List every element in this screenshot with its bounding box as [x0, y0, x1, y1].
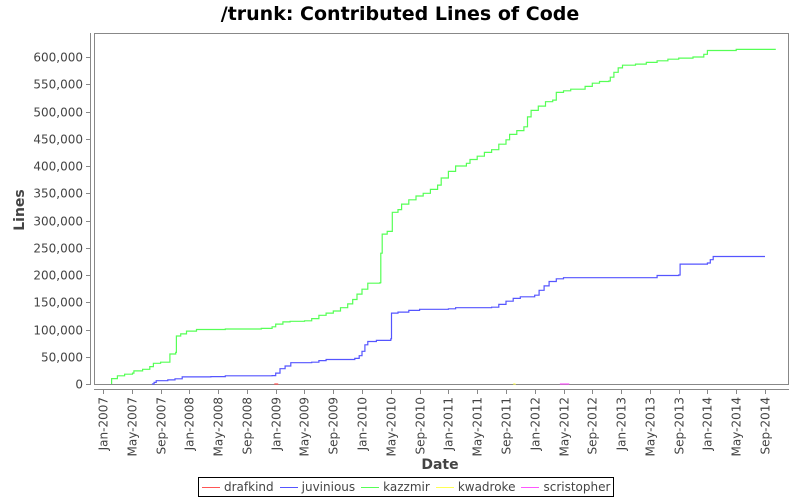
- x-tick-label: Sep-2007: [155, 397, 169, 455]
- x-tick-label: May-2008: [212, 397, 226, 456]
- y-tick-label: 350,000: [33, 187, 83, 201]
- x-tick-label: May-2009: [298, 397, 312, 456]
- legend-swatch-icon: [521, 486, 540, 488]
- legend-swatch-icon: [279, 486, 298, 488]
- legend-label: kazzmir: [383, 480, 430, 494]
- y-tick-label: 50,000: [41, 351, 83, 365]
- legend: drafkind juvinious kazzmir kwadroke scri…: [198, 477, 615, 497]
- series-lines: [111, 48, 776, 385]
- x-tick-label: May-2010: [385, 397, 399, 456]
- y-tick-label: 300,000: [33, 215, 83, 229]
- legend-swatch-icon: [435, 486, 454, 488]
- x-axis-label: Date: [421, 457, 458, 473]
- y-tick-label: 0: [75, 378, 83, 392]
- x-tick-label: Jan-2010: [356, 397, 370, 451]
- x-tick-label: Jan-2011: [442, 397, 456, 451]
- x-tick-label: Jan-2007: [97, 397, 111, 451]
- x-tick-label: Sep-2010: [414, 397, 428, 455]
- x-tick-label: Sep-2008: [241, 397, 255, 455]
- legend-label: scristopher: [543, 480, 611, 494]
- y-tick-label: 450,000: [33, 133, 83, 147]
- plot-area: [94, 33, 789, 385]
- x-tick-label: Sep-2014: [759, 397, 773, 455]
- x-tick-label: Sep-2012: [586, 397, 600, 455]
- x-tick-label: Sep-2009: [327, 397, 341, 455]
- x-tick-label: Jan-2013: [615, 397, 629, 451]
- y-tick-label: 100,000: [33, 324, 83, 338]
- series-line-juvinious: [151, 255, 765, 385]
- y-tick-label: 250,000: [33, 242, 83, 256]
- y-tick-label: 200,000: [33, 269, 83, 283]
- legend-label: juvinious: [301, 480, 356, 494]
- legend-item-juvinious: juvinious: [279, 480, 356, 494]
- legend-label: drafkind: [224, 480, 274, 494]
- legend-swatch-icon: [202, 486, 220, 488]
- chart-title: /trunk: Contributed Lines of Code: [221, 3, 579, 25]
- legend-item-kazzmir: kazzmir: [361, 480, 430, 494]
- x-tick-label: Jan-2009: [270, 397, 284, 451]
- x-tick-label: May-2007: [126, 397, 140, 456]
- legend-item-kwadroke: kwadroke: [435, 480, 516, 494]
- y-tick-label: 400,000: [33, 160, 83, 174]
- x-tick-label: Jan-2014: [701, 397, 715, 451]
- x-tick-label: Sep-2011: [500, 397, 514, 455]
- x-tick-label: Sep-2013: [673, 397, 687, 455]
- x-axis-ticks: Jan-2007 May-2007 Sep-2007 Jan-2008 May-2008…: [97, 390, 773, 456]
- x-tick-label: Jan-2008: [183, 397, 197, 451]
- x-tick-label: May-2012: [558, 397, 572, 456]
- x-tick-label: May-2013: [644, 397, 658, 456]
- x-tick-label: Jan-2012: [529, 397, 543, 451]
- x-tick-label: May-2011: [471, 397, 485, 456]
- y-tick-label: 150,000: [33, 296, 83, 310]
- legend-item-drafkind: drafkind: [202, 480, 274, 494]
- legend-item-scristopher: scristopher: [521, 480, 610, 494]
- y-axis-label: Lines: [12, 189, 28, 231]
- y-axis-ticks: 0 50,000 100,000 150,000 200,000 250,000 300,0…: [33, 51, 90, 392]
- y-tick-label: 550,000: [33, 78, 83, 92]
- legend-label: kwadroke: [457, 480, 516, 494]
- y-tick-label: 500,000: [33, 106, 83, 120]
- y-tick-label: 600,000: [33, 51, 83, 65]
- legend-swatch-icon: [361, 486, 380, 488]
- x-tick-label: May-2014: [730, 397, 744, 456]
- series-line-kazzmir: [111, 48, 776, 384]
